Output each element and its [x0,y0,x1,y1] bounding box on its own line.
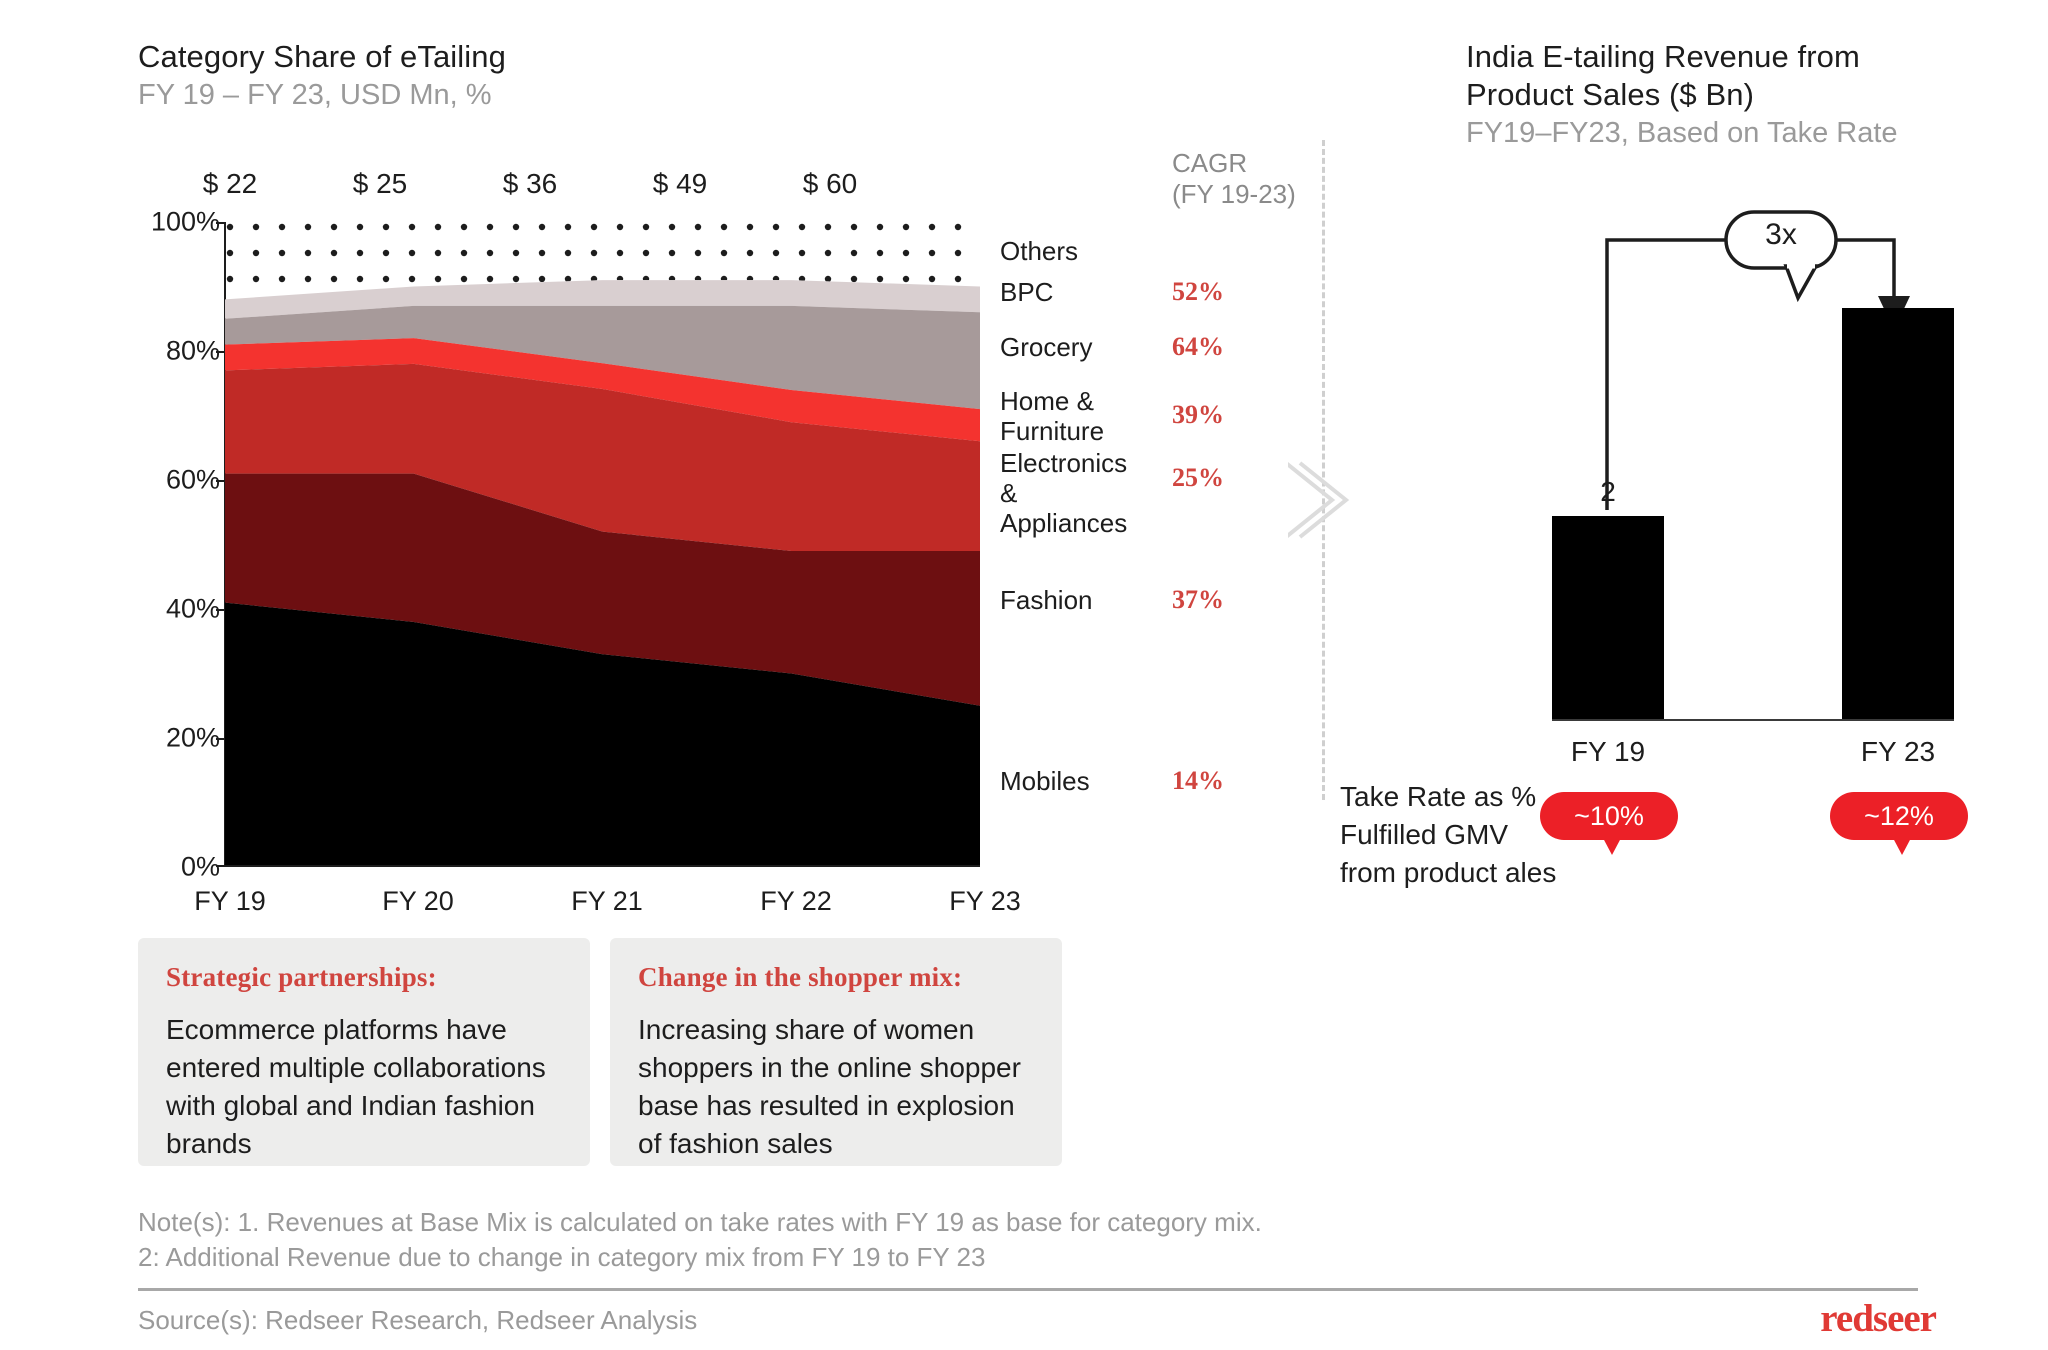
x-axis: FY 19 FY 20 FY 21 FY 22 FY 23 [150,886,1021,926]
y-tick-0: 0% [180,851,220,882]
y-tick-40: 40% [165,593,220,624]
area-grocery [225,305,980,410]
footer-source: Source(s): Redseer Research, Redseer Ana… [138,1305,698,1335]
callout-heading: Strategic partnerships: [166,962,437,992]
cagr-value-bpc: 52% [1172,277,1224,306]
bar-fy23 [1842,308,1954,720]
right-title-line1: India E-tailing Revenue from [1466,39,1860,74]
bar-xlabel-fy19: FY 19 [1570,736,1646,767]
total-value-fy22: $ 49 [652,168,708,199]
cagr-header-line2: (FY 19-23) [1172,179,1296,209]
legend-item-bpc: BPC [1000,277,1054,307]
cagr-value-electronics-appliances: 25% [1172,463,1224,492]
x-tick-fy22: FY 22 [760,886,832,916]
area-mobiles [225,602,980,867]
bar-xlabel-fy23: FY 23 [1860,736,1936,767]
growth-multiplier-label: 3x [1765,218,1797,251]
footer-note-2: 2: Additional Revenue due to change in c… [138,1242,986,1272]
totals-row: $ 22 $ 25 $ 36 $ 49 $ 60 [170,168,980,208]
callout-body: Increasing share of women shoppers in th… [638,1014,1021,1159]
chart-legend: Others BPC Grocery Home & Furniture Elec… [1000,236,1300,856]
legend-item-home-furniture: Home & Furniture [1000,386,1105,446]
legend-item-mobiles: Mobiles [1000,766,1090,796]
right-chart-title-block: India E-tailing Revenue from Product Sal… [1466,38,2026,152]
y-tick-100: 100% [150,206,220,237]
cagr-value-grocery: 64% [1172,332,1224,361]
area-bpc [225,280,980,319]
stacked-area-plot [225,222,980,867]
take-rate-badge-fy19: ~10% [1540,792,1678,855]
y-tick-60: 60% [165,464,220,495]
take-rate-note: Take Rate as % Fulfilled GMV from produc… [1340,781,1557,888]
cagr-header-line1: CAGR [1172,148,1248,178]
revenue-bar-chart: 3x 2 >6 FY 19 FY 23 ~10% ~12% [1430,180,2030,855]
y-tick-80: 80% [165,335,220,366]
legend-item-grocery: Grocery [1000,332,1093,362]
bar-value-fy19: 2 [1600,476,1616,507]
cagr-value-home-furniture: 39% [1172,400,1224,429]
x-tick-fy21: FY 21 [571,886,643,916]
y-axis: 100% 80% 60% 40% 20% 0% [95,207,220,882]
growth-connector [1605,210,1910,510]
legend-item-electronics-appliances: Electronics & Appliances [1000,448,1128,538]
callout-strategic-partnerships: Strategic partnerships: Ecommerce platfo… [138,938,590,1166]
y-tick-20: 20% [165,722,220,753]
cagr-header: CAGR (FY 19-23) [1172,148,1372,210]
x-tick-fy19: FY 19 [194,886,266,916]
area-others [225,222,980,300]
footer-divider [138,1288,1918,1291]
legend-item-fashion: Fashion [1000,585,1093,615]
callout-heading: Change in the shopper mix: [638,962,963,992]
area-electronics-appliances [225,363,980,551]
callout-body: Ecommerce platforms have entered multipl… [166,1014,546,1159]
total-value-fy20: $ 25 [352,168,408,199]
left-chart-title-block: Category Share of eTailing FY 19 – FY 23… [138,38,838,114]
chevron-right-icon [1284,455,1358,545]
total-value-fy21: $ 36 [502,168,558,199]
redseer-logo: redseer [1820,1297,1937,1340]
category-share-panel: Category Share of eTailing FY 19 – FY 23… [95,38,1300,926]
panel-divider [1322,140,1325,800]
right-title-line2: Product Sales ($ Bn) [1466,77,1755,112]
cagr-value-mobiles: 14% [1172,766,1224,795]
bar-baseline [1552,719,1954,721]
area-fashion [225,473,980,706]
left-chart-subtitle: FY 19 – FY 23, USD Mn, % [138,79,492,111]
x-tick-fy20: FY 20 [382,886,454,916]
footer-notes: Note(s): 1. Revenues at Base Mix is calc… [138,1205,1438,1275]
take-rate-badge-fy23: ~12% [1830,792,1968,855]
cagr-value-fashion: 37% [1172,585,1224,614]
total-value-fy23: $ 60 [802,168,858,199]
footer-note-1: Note(s): 1. Revenues at Base Mix is calc… [138,1207,1262,1237]
bar-fy19 [1552,516,1664,720]
legend-item-others: Others [1000,236,1079,266]
x-tick-fy23: FY 23 [949,886,1021,916]
total-value-fy19: $ 22 [202,168,258,199]
page-title: Category Share of eTailing [138,39,506,74]
callout-shopper-mix: Change in the shopper mix: Increasing sh… [610,938,1062,1166]
right-chart-subtitle: FY19–FY23, Based on Take Rate [1466,117,1898,149]
